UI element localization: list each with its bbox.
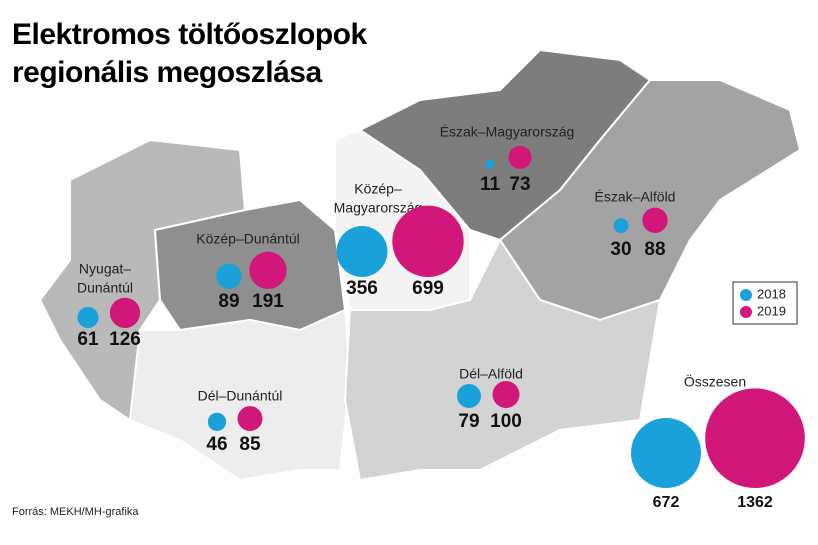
bubble — [216, 263, 242, 289]
bubble — [705, 388, 805, 488]
region-name: Dél–Alföld — [459, 366, 523, 382]
region-name: Közép– — [354, 181, 402, 197]
value-label: 88 — [644, 239, 665, 260]
value-label: 191 — [252, 291, 284, 312]
bubble — [485, 160, 495, 169]
bubble — [457, 384, 481, 409]
bubble — [109, 297, 141, 328]
bubble — [492, 381, 520, 408]
bubbles: Nyugat– Dunántúl 61 126 Közép–Dunántúl 89 191 K… — [77, 124, 805, 511]
source: Forrás: MEKH/MH-grafika — [12, 506, 139, 518]
bubble — [77, 306, 99, 329]
region-name: Közép–Dunántúl — [196, 231, 300, 247]
region-name: Magyarország — [334, 200, 423, 216]
bubble — [237, 406, 263, 431]
bubble — [336, 226, 388, 277]
bubble — [392, 205, 464, 277]
value-label: 89 — [218, 291, 239, 312]
region-name: Észak–Alföld — [595, 189, 676, 205]
value-label: 100 — [490, 411, 522, 432]
value-label: 30 — [610, 239, 631, 260]
map-regions — [38, 48, 802, 482]
region-name: Dél–Dunántúl — [198, 388, 283, 404]
title: regionális megoszlása — [12, 56, 322, 89]
bubble — [249, 251, 287, 289]
title: Elektromos töltőoszlopok — [12, 18, 368, 51]
value-label: 699 — [412, 278, 444, 299]
value-label: 356 — [346, 278, 378, 299]
legend-label: 2018 — [757, 286, 786, 301]
bubble — [508, 145, 532, 169]
value-label: 672 — [653, 494, 680, 511]
value-label: 1362 — [737, 494, 773, 511]
legend-swatch — [740, 289, 752, 301]
value-label: 73 — [509, 174, 530, 195]
region-name: Nyugat– — [79, 261, 131, 277]
value-label: 85 — [239, 434, 261, 455]
value-label: 61 — [77, 329, 99, 350]
value-label: 126 — [109, 329, 141, 350]
region-name: Dunántúl — [77, 280, 133, 296]
legend-label: 2019 — [757, 303, 786, 318]
total-name: Összesen — [684, 373, 746, 390]
region-name: Észak–Magyarország — [440, 124, 575, 140]
region-shape — [343, 238, 662, 482]
bubble — [613, 218, 629, 233]
bubble — [642, 207, 668, 233]
bubble — [207, 412, 227, 431]
region-shape — [128, 308, 352, 482]
value-label: 11 — [480, 174, 501, 195]
legend-swatch — [740, 306, 752, 318]
value-label: 79 — [458, 411, 479, 432]
bubble — [631, 418, 701, 488]
value-label: 46 — [206, 434, 227, 455]
